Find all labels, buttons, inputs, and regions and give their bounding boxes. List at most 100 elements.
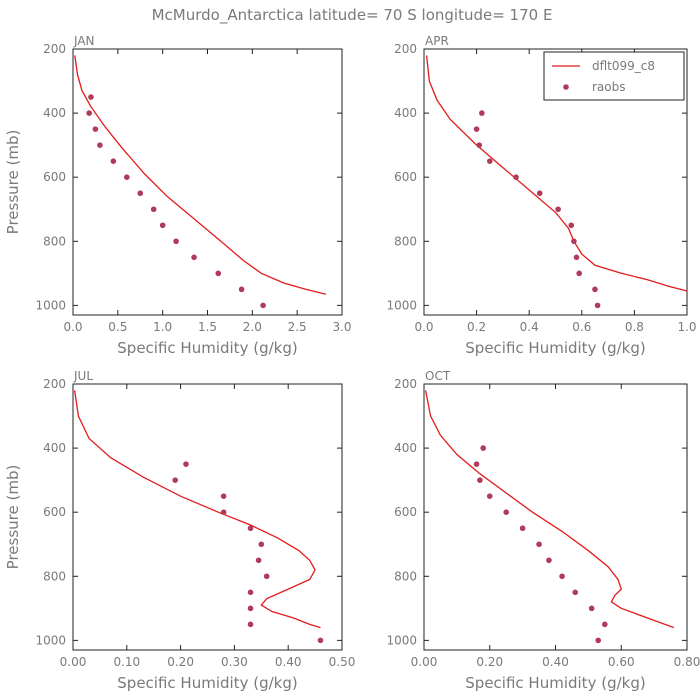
raobs-point (215, 270, 222, 277)
raobs-point (172, 477, 179, 483)
raobs-point (263, 573, 270, 580)
raobs-point (88, 94, 94, 100)
raobs-point (260, 302, 266, 309)
raobs-point (602, 621, 608, 628)
x-tick-label: 0.5 (108, 320, 127, 334)
x-tick-label: 0.80 (674, 655, 700, 669)
raobs-point (568, 222, 575, 229)
y-tick-label: 800 (43, 234, 66, 248)
panels: JAN 0.0 0.5 1.0 1.5 2.0 2.5 3.0 200 400 600 800 1000… (4, 34, 700, 692)
y-tick-label: 400 (394, 106, 417, 120)
x-tick-label: 1.0 (677, 320, 696, 334)
legend-marker-swatch (563, 84, 569, 90)
x-tick-label: 0.8 (625, 320, 644, 334)
y-tick-label: 200 (43, 42, 66, 56)
raobs-point (247, 589, 254, 596)
x-tick-label: 0.6 (572, 320, 591, 334)
panel-apr: APR 0.0 0.2 0.4 0.6 0.8 1.0 200 400 600 800 1000 Spe… (386, 34, 696, 357)
figure-title: McMurdo_Antarctica latitude= 70 S longit… (152, 6, 553, 25)
x-tick-label: 0.20 (167, 655, 194, 669)
x-tick-label: 0.20 (476, 655, 503, 669)
y-tick-label: 600 (394, 170, 417, 184)
raobs-point (258, 541, 265, 548)
raobs-point (486, 493, 493, 499)
raobs-point (576, 270, 582, 277)
raobs-point (150, 206, 157, 213)
raobs-point (555, 206, 561, 213)
series-line-model (424, 390, 675, 629)
x-tick-label: 0.00 (411, 655, 438, 669)
raobs-point (479, 110, 485, 116)
y-tick-label: 1000 (35, 298, 66, 312)
panel-label: JUL (73, 369, 93, 383)
plot-frame (72, 383, 343, 651)
raobs-point (247, 605, 254, 612)
raobs-point (536, 190, 543, 197)
raobs-point (546, 557, 552, 564)
legend-box (543, 51, 685, 101)
series-line-model (73, 390, 321, 629)
raobs-point (536, 541, 542, 548)
legend-entry-model: dflt099_c8 (592, 59, 655, 73)
x-tick-label: 0.50 (329, 655, 356, 669)
raobs-point (97, 142, 103, 148)
raobs-point (592, 286, 598, 293)
x-tick-label: 0.0 (414, 320, 433, 334)
raobs-point (594, 302, 601, 309)
plot-frame (423, 48, 688, 316)
y-tick-label: 800 (394, 569, 417, 583)
raobs-point (486, 158, 493, 164)
x-tick-label: 0.4 (520, 320, 539, 334)
x-tick-label: 1.0 (153, 320, 172, 334)
raobs-point (513, 174, 519, 180)
raobs-point (317, 637, 324, 644)
y-tick-label: 600 (394, 505, 417, 519)
x-tick-label: 0.00 (60, 655, 87, 669)
raobs-point (220, 493, 227, 499)
x-axis-label: Specific Humidity (g/kg) (117, 674, 297, 692)
raobs-point (173, 238, 179, 245)
y-tick-label: 800 (394, 234, 417, 248)
raobs-point (573, 254, 580, 261)
x-tick-label: 2.5 (288, 320, 307, 334)
raobs-point (473, 126, 480, 132)
x-tick-label: 0.2 (467, 320, 486, 334)
x-axis-label: Specific Humidity (g/kg) (465, 339, 645, 357)
x-tick-label: 0.40 (542, 655, 569, 669)
x-tick-label: 0.0 (63, 320, 82, 334)
x-axis-label: Specific Humidity (g/kg) (117, 339, 297, 357)
y-tick-label: 1000 (35, 633, 66, 647)
y-tick-label: 400 (43, 106, 66, 120)
raobs-point (159, 222, 166, 229)
x-tick-label: 0.10 (113, 655, 140, 669)
x-tick-label: 0.40 (275, 655, 302, 669)
y-tick-label: 800 (43, 569, 66, 583)
legend-entry-raobs: raobs (592, 80, 626, 94)
raobs-point (247, 621, 254, 628)
y-axis-label: Pressure (mb) (4, 465, 22, 570)
raobs-point (92, 126, 99, 132)
raobs-point (220, 509, 227, 515)
x-tick-label: 2.0 (243, 320, 262, 334)
panel-jul: JUL 0.00 0.10 0.20 0.30 0.40 0.50 200 400 600 800 1… (4, 369, 355, 692)
x-tick-label: 0.30 (221, 655, 248, 669)
y-tick-label: 1000 (386, 298, 417, 312)
panel-label: APR (425, 34, 449, 48)
raobs-point (247, 525, 254, 532)
raobs-point (595, 637, 602, 644)
raobs-point (476, 142, 483, 148)
raobs-point (588, 605, 595, 612)
raobs-point (191, 254, 197, 261)
raobs-point (571, 238, 577, 245)
raobs-point (519, 525, 526, 532)
y-tick-label: 400 (43, 441, 66, 455)
raobs-point (137, 190, 144, 197)
panel-jan: JAN 0.0 0.5 1.0 1.5 2.0 2.5 3.0 200 400 600 800 1000… (4, 34, 352, 357)
plot-frame (423, 383, 688, 651)
y-tick-label: 600 (43, 505, 66, 519)
panel-label: OCT (425, 369, 451, 383)
plot-frame (72, 48, 343, 316)
raobs-point (86, 110, 92, 116)
y-tick-label: 400 (394, 441, 417, 455)
